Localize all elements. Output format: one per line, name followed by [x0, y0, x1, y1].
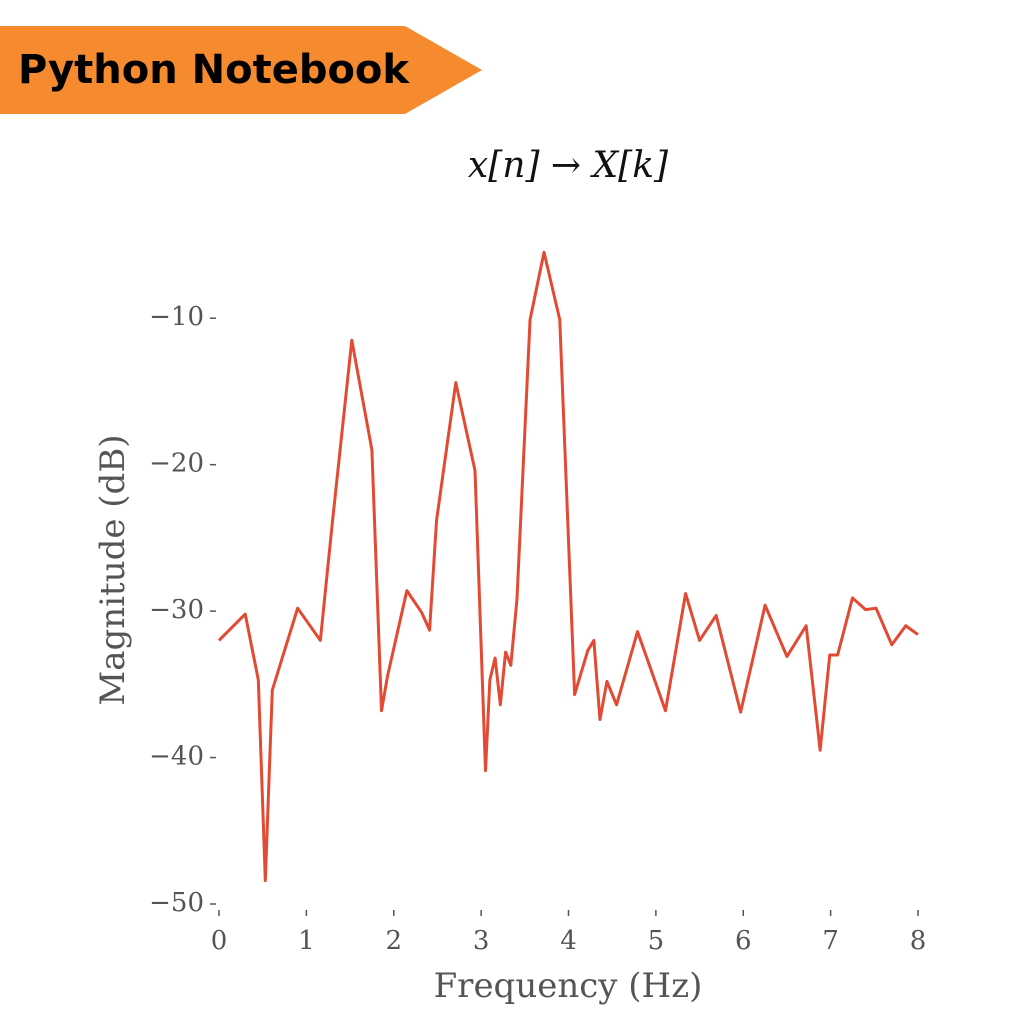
x-tick-label: 0 — [211, 926, 228, 956]
y-tick-label: −20 — [149, 449, 204, 479]
y-tick-label: −50 — [149, 888, 204, 918]
y-tick-label: −30 — [149, 595, 204, 625]
x-tick-label: 4 — [560, 926, 577, 956]
x-tick-label: 3 — [473, 926, 490, 956]
x-tick-label: 1 — [298, 926, 315, 956]
chart-title: x[n] → X[k] — [468, 145, 669, 186]
line — [217, 250, 919, 883]
x-tick-label: 7 — [822, 926, 839, 956]
banner — [0, 26, 482, 114]
x-tick-label: 2 — [385, 926, 402, 956]
banner-label: Python Notebook — [18, 47, 410, 93]
y-tick-label: −10 — [149, 302, 204, 332]
x-tick-label: 8 — [910, 926, 927, 956]
x-axis-label: Frequency (Hz) — [434, 966, 703, 1006]
x-tick-label: 5 — [648, 926, 665, 956]
y-axis-label: Magnitude (dB) — [93, 434, 133, 705]
y-tick-label: −40 — [149, 742, 204, 772]
x-tick-label: 6 — [735, 926, 752, 956]
